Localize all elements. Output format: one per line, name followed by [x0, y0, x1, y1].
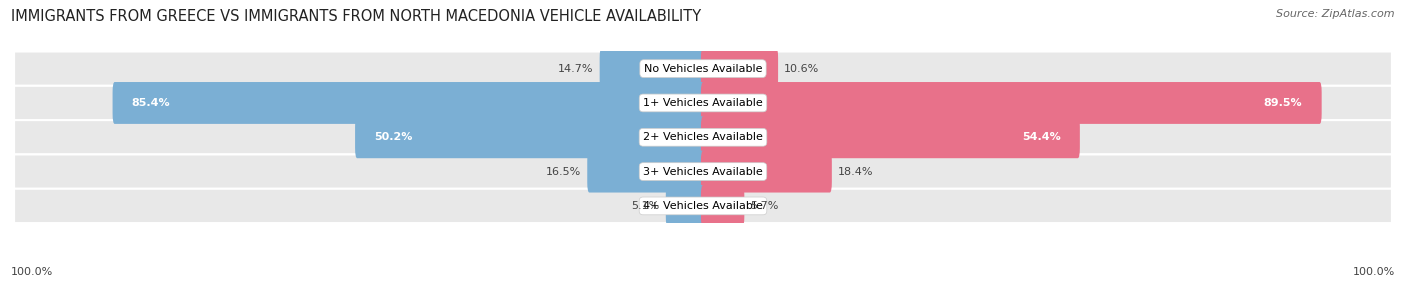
- FancyBboxPatch shape: [702, 82, 1322, 124]
- Text: 1+ Vehicles Available: 1+ Vehicles Available: [643, 98, 763, 108]
- FancyBboxPatch shape: [356, 116, 704, 158]
- Text: 89.5%: 89.5%: [1264, 98, 1302, 108]
- Text: 3+ Vehicles Available: 3+ Vehicles Available: [643, 167, 763, 176]
- Text: 100.0%: 100.0%: [11, 267, 53, 277]
- Text: IMMIGRANTS FROM GREECE VS IMMIGRANTS FROM NORTH MACEDONIA VEHICLE AVAILABILITY: IMMIGRANTS FROM GREECE VS IMMIGRANTS FRO…: [11, 9, 702, 23]
- Text: No Vehicles Available: No Vehicles Available: [644, 64, 762, 74]
- FancyBboxPatch shape: [14, 86, 1392, 120]
- Text: Source: ZipAtlas.com: Source: ZipAtlas.com: [1277, 9, 1395, 19]
- Text: 100.0%: 100.0%: [1353, 267, 1395, 277]
- FancyBboxPatch shape: [112, 82, 704, 124]
- Text: 18.4%: 18.4%: [838, 167, 873, 176]
- Text: 2+ Vehicles Available: 2+ Vehicles Available: [643, 132, 763, 142]
- FancyBboxPatch shape: [666, 185, 704, 227]
- Text: 14.7%: 14.7%: [558, 64, 593, 74]
- FancyBboxPatch shape: [14, 154, 1392, 189]
- FancyBboxPatch shape: [599, 48, 704, 90]
- Text: 10.6%: 10.6%: [785, 64, 820, 74]
- Text: 16.5%: 16.5%: [546, 167, 581, 176]
- FancyBboxPatch shape: [14, 51, 1392, 86]
- Text: 5.1%: 5.1%: [631, 201, 659, 211]
- Text: 50.2%: 50.2%: [374, 132, 413, 142]
- Text: 5.7%: 5.7%: [751, 201, 779, 211]
- FancyBboxPatch shape: [702, 185, 744, 227]
- FancyBboxPatch shape: [588, 151, 704, 192]
- FancyBboxPatch shape: [702, 48, 778, 90]
- FancyBboxPatch shape: [14, 120, 1392, 154]
- Text: 4+ Vehicles Available: 4+ Vehicles Available: [643, 201, 763, 211]
- FancyBboxPatch shape: [702, 116, 1080, 158]
- FancyBboxPatch shape: [14, 189, 1392, 223]
- FancyBboxPatch shape: [702, 151, 832, 192]
- Text: 85.4%: 85.4%: [132, 98, 170, 108]
- Text: 54.4%: 54.4%: [1022, 132, 1060, 142]
